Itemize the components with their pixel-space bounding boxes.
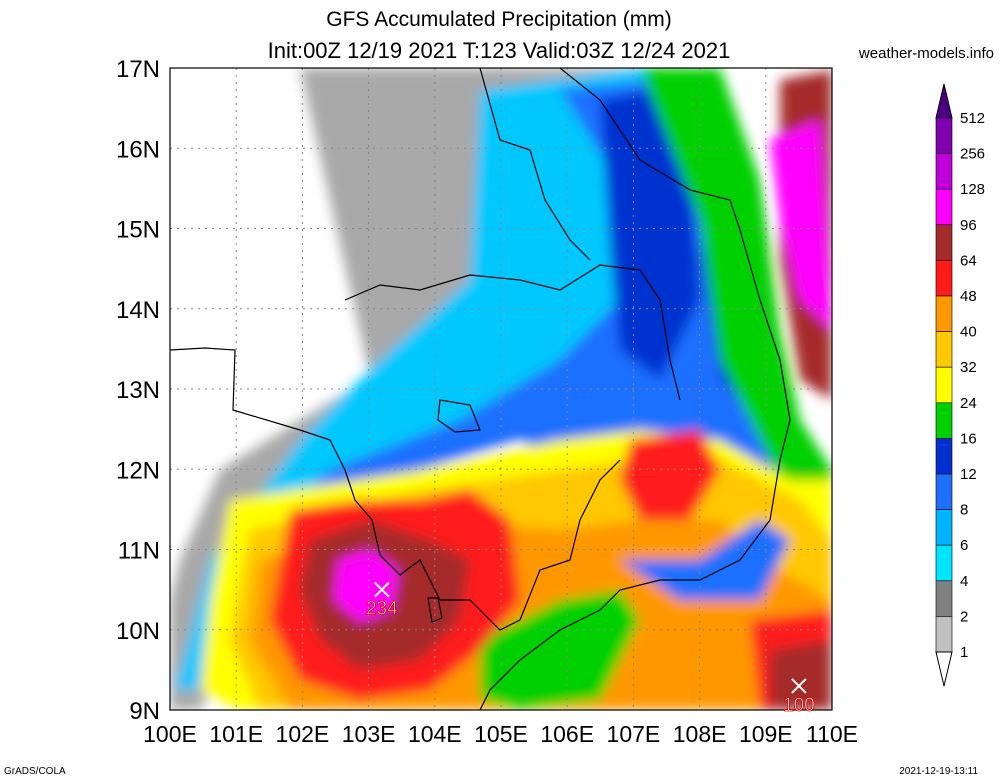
colorbar-swatch	[935, 509, 953, 546]
lat-label: 10N	[116, 618, 160, 645]
lat-label: 17N	[116, 56, 160, 83]
colorbar-swatch	[935, 438, 953, 475]
marker-cross	[374, 581, 390, 598]
colorbar-level-label: 8	[960, 502, 968, 519]
colorbar-level-label: 96	[960, 217, 977, 234]
colorbar-swatch	[935, 366, 953, 404]
max-marker: 234	[366, 581, 399, 620]
colorbar-swatch	[935, 544, 953, 582]
latitude-labels: 17N 16N 15N 14N 13N 12N 11N 10N 9N	[116, 56, 160, 725]
lat-label: 13N	[116, 377, 160, 404]
max-marker: 100	[783, 678, 815, 716]
colorbar-level-label: 128	[960, 181, 985, 198]
marker-cross	[791, 678, 807, 694]
colorbar-bottom-arrow	[935, 651, 953, 687]
lat-label: 11N	[118, 538, 160, 565]
colorbar-level-label: 40	[960, 324, 977, 341]
colorbar-swatch	[935, 153, 953, 190]
colorbar-level-label: 512	[960, 110, 985, 127]
longitude-labels: 100E 101E 102E 103E 104E 105E 106E 107E 108E 109E…	[143, 721, 858, 747]
lon-label: 107E	[607, 721, 661, 747]
lat-label: 12N	[116, 457, 160, 484]
colorbar-level-label: 64	[960, 252, 977, 269]
graticule	[170, 68, 832, 710]
colorbar-level-label: 256	[960, 146, 985, 163]
colorbar-swatch	[935, 473, 953, 510]
colorbar-level-label: 6	[960, 537, 968, 554]
lat-label: 15N	[116, 217, 160, 244]
lon-label: 110E	[806, 721, 858, 747]
colorbar-level-label: 16	[960, 430, 977, 447]
map-subtitle: Init:00Z 12/19 2021 T:123 Valid:03Z 12/2…	[267, 38, 731, 63]
colorbar-swatch	[935, 260, 953, 297]
lon-label: 102E	[276, 721, 330, 747]
colorbar-level-label: 12	[960, 466, 977, 483]
marker-value: 234	[366, 599, 398, 620]
lon-label: 101E	[209, 721, 263, 747]
lon-label: 106E	[540, 721, 594, 747]
colorbar-swatch	[935, 402, 953, 439]
precip-field	[170, 68, 832, 710]
lat-label: 16N	[116, 136, 160, 163]
colorbar-level-label: 32	[960, 359, 977, 376]
colorbar-swatch	[935, 295, 953, 332]
lon-label: 103E	[342, 721, 396, 747]
lon-label: 104E	[408, 721, 462, 747]
colorbar-level-label: 48	[960, 288, 977, 305]
lon-label: 100E	[143, 721, 197, 747]
colorbar-top-arrow	[935, 83, 953, 119]
colorbar-level-label: 2	[960, 608, 968, 625]
colorbar-swatch	[935, 331, 953, 368]
colorbar-swatch	[935, 188, 953, 226]
colorbar-swatch	[935, 580, 953, 617]
max-markers: 234 100	[366, 581, 815, 716]
colorbar-swatch	[935, 616, 953, 653]
lon-label: 108E	[673, 721, 727, 747]
lon-label: 105E	[474, 721, 528, 747]
coastlines-borders	[170, 68, 791, 710]
colorbar-swatch	[935, 224, 953, 261]
marker-value: 100	[783, 695, 815, 716]
colorbar-level-label: 4	[960, 573, 968, 590]
lat-label: 14N	[116, 297, 160, 324]
footer-software: GrADS/COLA	[4, 766, 66, 777]
footer-timestamp: 2021-12-19-13:11	[899, 766, 978, 777]
plot-frame	[169, 67, 833, 711]
colorbar-level-label: 1	[960, 644, 968, 661]
colorbar-level-label: 24	[960, 395, 977, 412]
lat-label: 9N	[129, 698, 160, 725]
colorbar-swatch	[935, 117, 953, 154]
map-title: GFS Accumulated Precipitation (mm)	[326, 8, 672, 31]
lon-label: 109E	[739, 721, 793, 747]
source-site: weather-models.info	[858, 45, 994, 62]
